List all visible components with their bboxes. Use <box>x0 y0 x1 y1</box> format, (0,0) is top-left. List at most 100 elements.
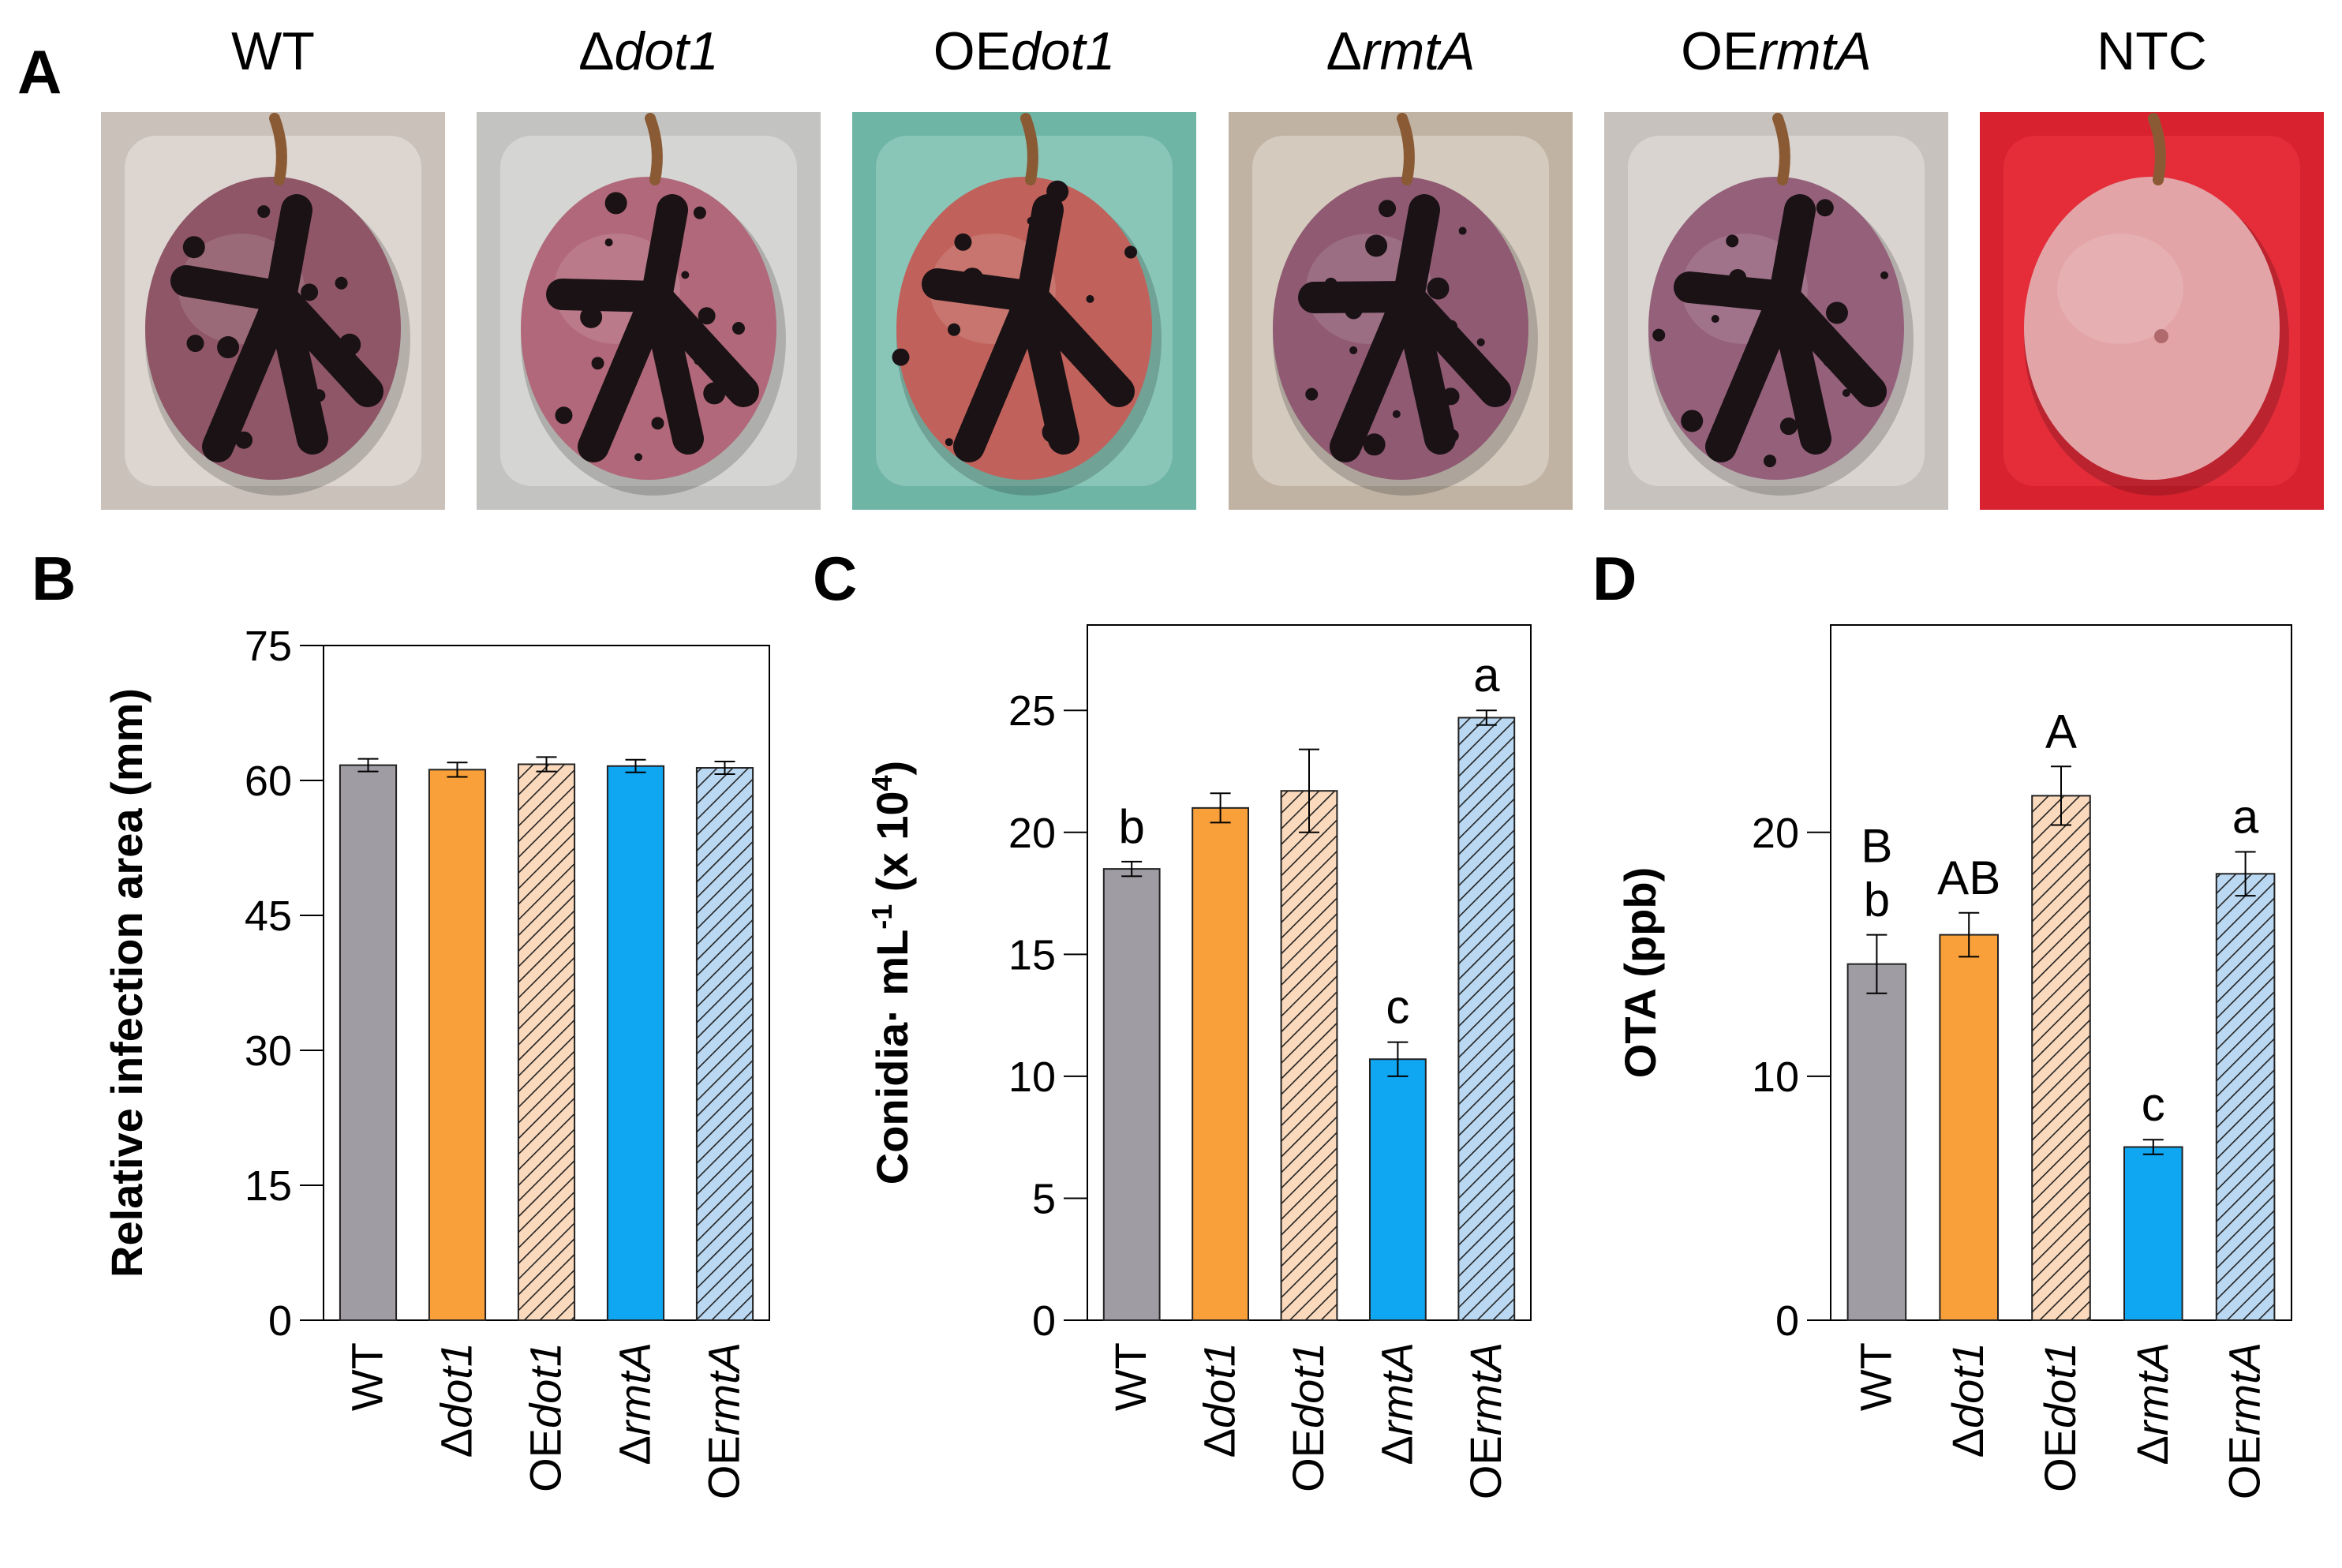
x-tick-label: OEdot1 <box>2035 1342 2085 1492</box>
spore-spot <box>1681 410 1704 432</box>
bar <box>606 765 665 1321</box>
y-tick-label: 0 <box>1032 1297 1056 1345</box>
stem <box>1397 113 1415 185</box>
stem <box>1772 113 1790 185</box>
bar <box>1846 963 1907 1321</box>
fungal-growth <box>170 194 383 462</box>
x-tick-label: Δdot1 <box>1943 1342 1992 1458</box>
inoculation-point <box>2154 329 2168 343</box>
spore-spot <box>961 268 984 290</box>
x-tick-label: ΔrmtA <box>1371 1342 1421 1465</box>
spore-spot <box>556 284 574 302</box>
photo-label-oedot1: OEdot1 <box>933 21 1116 81</box>
fungal-growth <box>1298 194 1511 462</box>
spore-spot <box>1458 226 1467 235</box>
spore-spot <box>1379 200 1397 218</box>
y-tick-label: 10 <box>1008 1053 1056 1101</box>
spore-spot <box>555 406 573 425</box>
spore-spot <box>1823 354 1836 368</box>
spore-spot <box>681 271 690 279</box>
panel-letter-c: C <box>813 544 857 613</box>
panel-letter-d: D <box>1592 544 1637 613</box>
spore-spot <box>1446 428 1459 442</box>
stem <box>1020 113 1038 185</box>
spore-spot <box>694 357 702 365</box>
chart-panel-d: OTA (ppb) 0 10 20 bB WT AB Δdot1 A OEdot1 c ΔrmtA a O… <box>1615 624 2292 1499</box>
spore-spot <box>335 276 348 290</box>
spore-spot <box>1427 277 1450 300</box>
spore-spot <box>1763 455 1776 468</box>
bar <box>2215 873 2276 1322</box>
spore-spot <box>244 370 257 384</box>
bar <box>1192 806 1250 1321</box>
photo-label-drmta: ΔrmtA <box>1326 21 1476 81</box>
y-tick-label: 0 <box>1775 1297 1799 1345</box>
x-tick-label: OErmtA <box>2220 1342 2269 1499</box>
significance-letter-upper: A <box>2045 705 2077 758</box>
spore-spot <box>1652 328 1666 342</box>
significance-letter: c <box>2142 1078 2165 1131</box>
spore-spot <box>732 322 745 335</box>
spore-spot <box>604 192 627 215</box>
bar <box>2123 1146 2183 1322</box>
y-tick-label: 60 <box>245 758 292 805</box>
spore-spot <box>1345 301 1363 320</box>
spore-spot <box>1103 378 1117 391</box>
stem <box>645 113 663 185</box>
spore-spot <box>948 323 961 336</box>
spore-spot <box>186 335 204 353</box>
significance-letter-upper: AB <box>1937 851 2000 904</box>
y-tick-label: 5 <box>1032 1175 1056 1222</box>
spore-spot <box>1442 387 1460 406</box>
x-tick-label: WT <box>342 1342 392 1411</box>
y-tick-label: 15 <box>245 1162 292 1210</box>
bar <box>1280 790 1338 1321</box>
spore-spot <box>954 233 972 251</box>
spore-spot <box>1726 234 1739 248</box>
chart-panel-b: Relative infection area (mm) 0 15 30 45 60 75 W… <box>102 623 770 1499</box>
x-tick-label: ΔrmtA <box>2127 1342 2177 1465</box>
photo-row: WT Δdot1 OEdot1 ΔrmtA OErmtA NTC <box>101 21 2324 510</box>
x-tick-label: WT <box>1106 1342 1155 1411</box>
spore-spot <box>1880 271 1889 279</box>
y-tick-label: 10 <box>1752 1053 1799 1101</box>
x-tick-label: OErmtA <box>699 1342 749 1499</box>
x-tick-label: WT <box>1850 1342 1900 1411</box>
spore-spot <box>257 205 271 219</box>
y-tick-label: 0 <box>268 1297 292 1345</box>
y-axis-label: Relative infection area (mm) <box>102 688 152 1278</box>
spore-spot <box>1779 417 1798 436</box>
y-tick-label: 45 <box>245 893 292 940</box>
bar <box>695 767 754 1321</box>
grape-fruit <box>2024 177 2280 480</box>
stem <box>269 113 287 185</box>
y-tick-label: 15 <box>1008 931 1056 979</box>
spore-spot <box>977 418 990 432</box>
spore-spot <box>1124 245 1138 259</box>
x-tick-label: Δdot1 <box>432 1342 481 1458</box>
spore-spot <box>182 236 205 259</box>
spore-spot <box>892 348 910 366</box>
x-tick-label: OErmtA <box>1461 1342 1510 1499</box>
x-tick-label: OEdot1 <box>521 1342 571 1492</box>
spore-spot <box>1842 389 1850 398</box>
photo-ddot1: Δdot1 <box>477 21 821 510</box>
spore-spot <box>1324 277 1337 290</box>
spore-spot <box>1729 268 1747 286</box>
spore-spot <box>1305 387 1319 401</box>
x-tick-label: Δdot1 <box>1195 1342 1244 1458</box>
spore-spot <box>945 438 953 447</box>
photo-wt: WT <box>101 21 445 510</box>
spore-spot <box>1080 346 1098 364</box>
photo-ntc: NTC <box>1980 21 2324 510</box>
panel-letter-a: A <box>17 37 62 107</box>
spore-spot <box>312 389 326 402</box>
y-tick-label: 30 <box>245 1027 292 1075</box>
spore-spot <box>1711 315 1719 324</box>
spore-spot <box>1363 433 1386 456</box>
spore-spot <box>1444 320 1457 333</box>
spore-spot <box>1723 405 1731 414</box>
spore-spot <box>1042 421 1064 443</box>
stem <box>2148 113 2166 185</box>
